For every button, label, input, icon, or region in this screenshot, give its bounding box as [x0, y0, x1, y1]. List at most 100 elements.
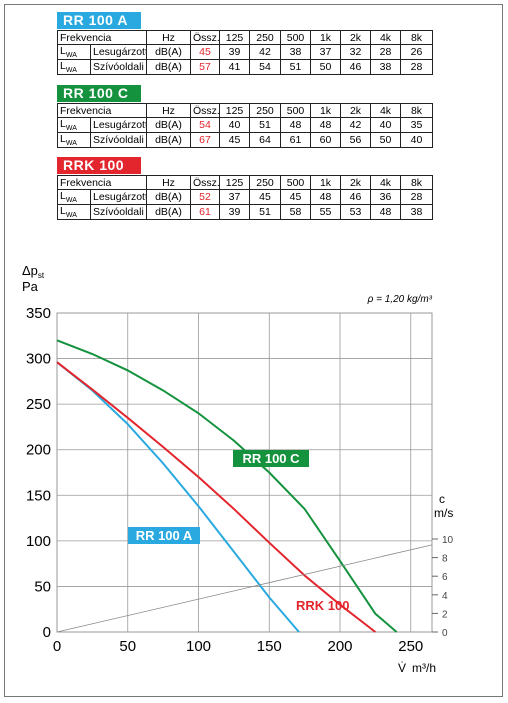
cell: 51 [249, 116, 282, 134]
cell: 53 [340, 204, 372, 221]
velocity-line [56, 544, 433, 633]
symbol-sub: WA [65, 125, 77, 133]
header-cell: 4k [370, 30, 402, 45]
cell: 28 [400, 188, 434, 206]
cell: Szívóoldali [89, 132, 148, 149]
cell: dB(A) [146, 132, 192, 149]
cell: 50 [310, 59, 342, 76]
header-cell: Frekvencia [56, 175, 148, 190]
header-cell: 8k [400, 103, 434, 118]
symbol-cell: LWA [57, 132, 91, 149]
row: LWA Szívóoldali dB(A) 57 41 54 51 50 46 38 28 [57, 59, 434, 76]
symbol-cell: LWA [57, 204, 91, 221]
cell: 39 [219, 43, 251, 61]
cell: 40 [219, 116, 251, 134]
legend-label: RR 100 A [136, 528, 193, 543]
header-cell: 8k [400, 175, 434, 190]
cell: 46 [340, 59, 372, 76]
header-cell: 2k [340, 30, 372, 45]
header-cell: 125 [219, 103, 251, 118]
header-cell: 4k [370, 175, 402, 190]
cell: 38 [280, 43, 312, 61]
cell: 36 [370, 188, 402, 206]
legend-box [233, 450, 309, 467]
plot-area [56, 312, 433, 633]
table-block: RR 100 A Frekvencia Hz Össz. 125 250 500 1k 2k 4k… [56, 12, 434, 76]
header-cell: 500 [280, 30, 312, 45]
cell: 55 [310, 204, 342, 221]
cell: 35 [400, 116, 434, 134]
header-cell: Össz. [190, 30, 221, 45]
x-unit: m³/h [412, 661, 436, 675]
header-cell: 500 [280, 103, 312, 118]
cell: 42 [340, 116, 372, 134]
cell: 45 [249, 188, 282, 206]
y2-label: c [439, 492, 445, 506]
header-cell: 1k [310, 103, 342, 118]
cell: dB(A) [146, 188, 192, 206]
symbol-cell: LWA [57, 43, 91, 61]
symbol: L [60, 45, 66, 57]
cell: 46 [340, 188, 372, 206]
symbol: L [60, 60, 66, 73]
table-name: RR 100 A [57, 12, 141, 29]
table-name: RRK 100 [57, 157, 141, 174]
cell: 32 [340, 43, 372, 61]
header-cell: Össz. [190, 103, 221, 118]
cell: 37 [219, 188, 251, 206]
header-cell: 500 [280, 175, 312, 190]
symbol-cell: LWA [57, 59, 91, 76]
y-label-sub: st [38, 271, 45, 280]
x-label: V̇ [398, 661, 406, 675]
y-label: Δpst [22, 263, 45, 280]
table: Frekvencia Hz Össz. 125 250 500 1k 2k 4k 8k LWA Les… [56, 103, 434, 149]
header-cell: 4k [370, 103, 402, 118]
y2-tick-label: 8 [442, 554, 448, 565]
header-cell: Hz [146, 103, 192, 118]
symbol-sub: WA [65, 52, 77, 60]
y-tick-label: 150 [26, 487, 51, 504]
curve [56, 361, 300, 633]
symbol: L [60, 118, 66, 130]
cell: Lesugárzott [89, 188, 148, 206]
table-block: RRK 100 Frekvencia Hz Össz. 125 250 500 1k 2k 4k 8… [56, 157, 434, 221]
cell: 48 [310, 188, 342, 206]
x-tick-label: 250 [398, 638, 423, 655]
x-tick-label: 100 [186, 638, 211, 655]
y-unit: Pa [22, 279, 39, 294]
row: LWA Lesugárzott dB(A) 52 37 45 45 48 46 36 28 [57, 188, 434, 206]
curve [56, 339, 398, 633]
cell: 42 [249, 43, 282, 61]
y-tick-label: 350 [26, 305, 51, 322]
table: Frekvencia Hz Össz. 125 250 500 1k 2k 4k 8k LWA Les… [56, 30, 434, 76]
symbol-sub: WA [65, 67, 77, 75]
table-block: RR 100 C Frekvencia Hz Össz. 125 250 500 1k 2k 4k… [56, 85, 434, 149]
table: Frekvencia Hz Össz. 125 250 500 1k 2k 4k 8k LWA Les… [56, 175, 434, 221]
header-row: Frekvencia Hz Össz. 125 250 500 1k 2k 4k 8k [56, 175, 434, 190]
symbol: L [60, 190, 66, 202]
header-cell: 2k [340, 103, 372, 118]
y2-tick-label: 0 [442, 628, 448, 639]
cell: 28 [370, 43, 402, 61]
symbol: L [60, 133, 66, 146]
cell: dB(A) [146, 204, 192, 221]
cell: Lesugárzott [89, 116, 148, 134]
x-tick-label: 200 [328, 638, 353, 655]
header-cell: Hz [146, 30, 192, 45]
row: LWA Lesugárzott dB(A) 45 39 42 38 37 32 28 26 [57, 43, 434, 61]
cell: dB(A) [146, 59, 192, 76]
cell: 39 [219, 204, 251, 221]
cell: Szívóoldali [89, 204, 148, 221]
frame [4, 4, 503, 697]
cell: 58 [280, 204, 312, 221]
annotation: ρ = 1,20 kg/m³ [367, 294, 433, 305]
cell: 61 [280, 132, 312, 149]
header-cell: 2k [340, 175, 372, 190]
cell: 38 [400, 204, 434, 221]
cell: 40 [370, 116, 402, 134]
symbol-cell: LWA [57, 116, 91, 134]
cell: 61 [190, 204, 221, 221]
cell: 28 [400, 59, 434, 76]
